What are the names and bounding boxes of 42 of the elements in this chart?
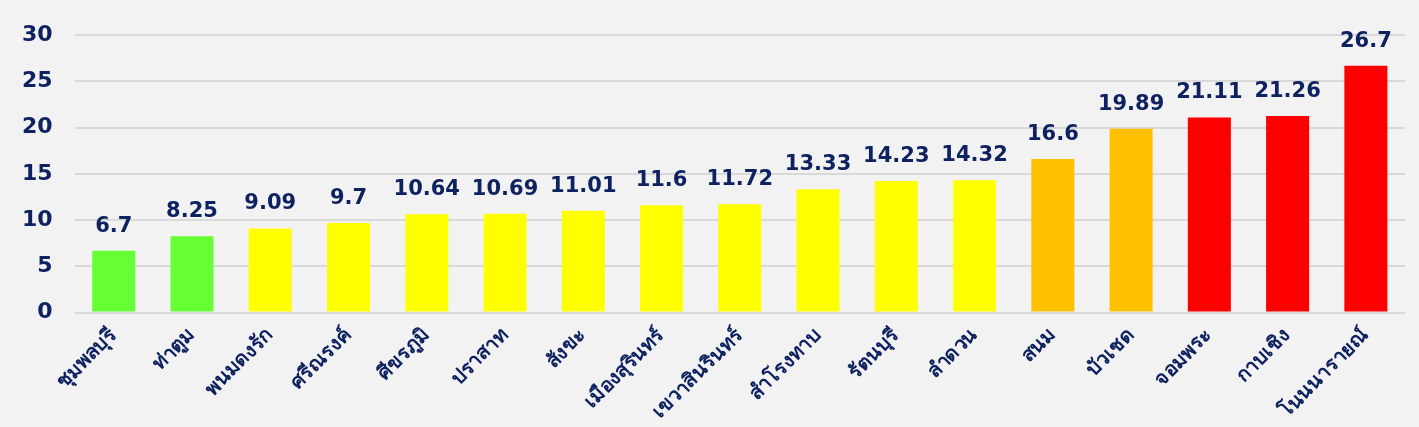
y-tick-label: 0 bbox=[37, 298, 53, 324]
bar bbox=[874, 181, 918, 312]
y-tick-label: 15 bbox=[21, 159, 53, 185]
data-label: 6.7 bbox=[95, 212, 133, 237]
y-tick-label: 10 bbox=[21, 205, 53, 231]
data-label: 11.01 bbox=[550, 172, 617, 197]
data-label: 11.72 bbox=[706, 166, 774, 191]
y-tick-label: 5 bbox=[37, 252, 53, 278]
bar bbox=[248, 228, 292, 312]
y-tick-label: 20 bbox=[21, 113, 53, 139]
data-label: 21.11 bbox=[1176, 79, 1243, 104]
data-label: 8.25 bbox=[166, 198, 218, 223]
data-label: 26.7 bbox=[1339, 27, 1392, 52]
bar bbox=[170, 236, 214, 312]
data-label: 13.33 bbox=[784, 151, 852, 176]
bar bbox=[327, 222, 371, 312]
y-tick-label: 30 bbox=[21, 20, 53, 46]
data-label: 9.09 bbox=[244, 190, 297, 215]
bar bbox=[718, 204, 762, 312]
bar bbox=[483, 213, 527, 312]
data-label: 9.7 bbox=[329, 184, 368, 209]
data-label: 16.6 bbox=[1026, 121, 1079, 146]
bar bbox=[1109, 128, 1153, 312]
data-label: 10.64 bbox=[393, 176, 460, 201]
bar bbox=[561, 210, 605, 312]
data-label: 21.26 bbox=[1254, 77, 1321, 102]
data-label: 14.23 bbox=[863, 142, 930, 167]
bar bbox=[92, 250, 136, 312]
data-label: 10.69 bbox=[471, 175, 539, 200]
bar bbox=[1031, 159, 1075, 312]
bar bbox=[953, 180, 997, 312]
bar bbox=[1266, 116, 1310, 312]
bar bbox=[1187, 117, 1231, 312]
data-label: 11.6 bbox=[635, 167, 688, 192]
x-tick-label: สนม bbox=[1015, 322, 1061, 367]
bar bbox=[405, 214, 449, 312]
bar bbox=[796, 189, 840, 312]
bar bbox=[640, 205, 684, 312]
data-label: 14.32 bbox=[941, 142, 1008, 167]
y-tick-label: 25 bbox=[21, 67, 53, 93]
bar bbox=[1344, 65, 1388, 312]
data-label: 19.89 bbox=[1097, 90, 1165, 115]
